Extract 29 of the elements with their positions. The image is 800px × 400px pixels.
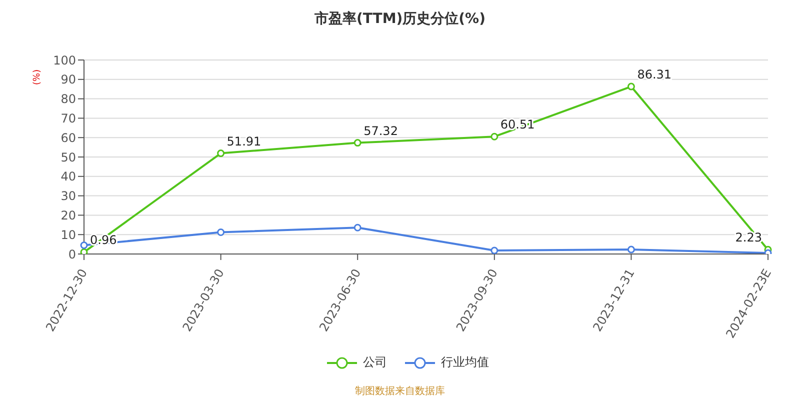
point xyxy=(217,228,225,236)
point xyxy=(354,139,362,147)
y-tick-label: 0 xyxy=(68,247,76,262)
y-tick-label: 60 xyxy=(60,130,76,145)
point xyxy=(354,224,362,232)
y-tick-label: 30 xyxy=(60,189,76,204)
y-tick-label: 10 xyxy=(60,228,76,242)
point xyxy=(80,242,88,250)
point xyxy=(490,246,498,254)
point xyxy=(217,150,225,158)
data-label: 57.32 xyxy=(364,124,398,138)
data-label: 51.91 xyxy=(226,134,262,148)
y-tick-label: 50 xyxy=(60,150,76,164)
data-label: 86.31 xyxy=(637,68,672,82)
y-tick-label: 90 xyxy=(60,72,76,87)
text: 制图数据来自数据库 xyxy=(354,384,446,398)
point xyxy=(627,82,635,90)
point xyxy=(627,246,635,254)
y-tick-label: 100 xyxy=(53,53,76,68)
y-tick-label: 70 xyxy=(60,111,76,126)
point xyxy=(490,132,498,140)
y-axis-title: (%) xyxy=(32,69,42,85)
y-tick-label: 20 xyxy=(60,208,76,222)
y-tick-label: 80 xyxy=(60,92,76,106)
point xyxy=(80,248,88,254)
legend-label: 公司 xyxy=(362,354,387,371)
chart-title: 市盈率(TTM)历史分位(%) xyxy=(314,10,486,28)
legend-label: 行业均值 xyxy=(440,354,489,371)
y-tick-label: 40 xyxy=(60,170,76,184)
